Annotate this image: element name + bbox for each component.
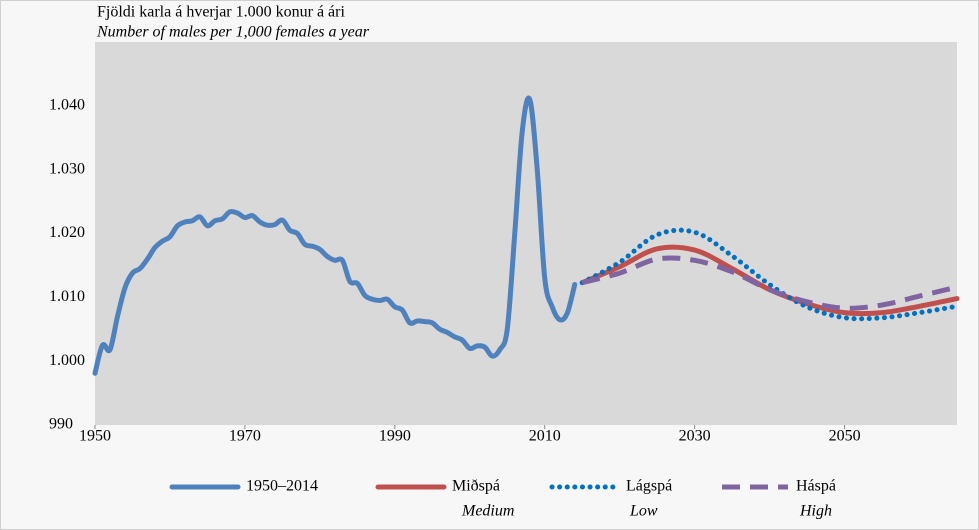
- legend-label-en: Medium: [461, 503, 514, 520]
- series-line: [579, 227, 960, 322]
- x-tick-label: 2010: [529, 428, 561, 445]
- chart-title: Fjöldi karla á hverjar 1.000 konur á ári: [97, 4, 345, 21]
- x-tick-label: 2050: [829, 428, 861, 445]
- y-tick-label: 1.040: [49, 97, 85, 114]
- legend-label-en: High: [799, 503, 832, 520]
- legend-label: Miðspá: [452, 478, 500, 495]
- legend-label-en: Low: [629, 503, 658, 520]
- x-tick-label: 2030: [679, 428, 711, 445]
- y-tick-label: 1.000: [49, 352, 85, 369]
- x-tick-label: 1950: [79, 428, 111, 445]
- series-line: [92, 95, 578, 376]
- y-tick-label: 990: [49, 416, 73, 433]
- legend-label: 1950–2014: [246, 478, 318, 495]
- legend-label: Lágspá: [626, 478, 672, 495]
- y-tick-label: 1.010: [49, 288, 85, 305]
- y-tick-label: 1.020: [49, 224, 85, 241]
- y-tick-label: 1.030: [49, 160, 85, 177]
- series-line: [581, 255, 958, 311]
- chart-subtitle: Number of males per 1,000 females a year: [96, 24, 370, 41]
- x-tick-label: 1970: [229, 428, 261, 445]
- legend-label: Háspá: [796, 478, 836, 495]
- x-tick-label: 1990: [379, 428, 411, 445]
